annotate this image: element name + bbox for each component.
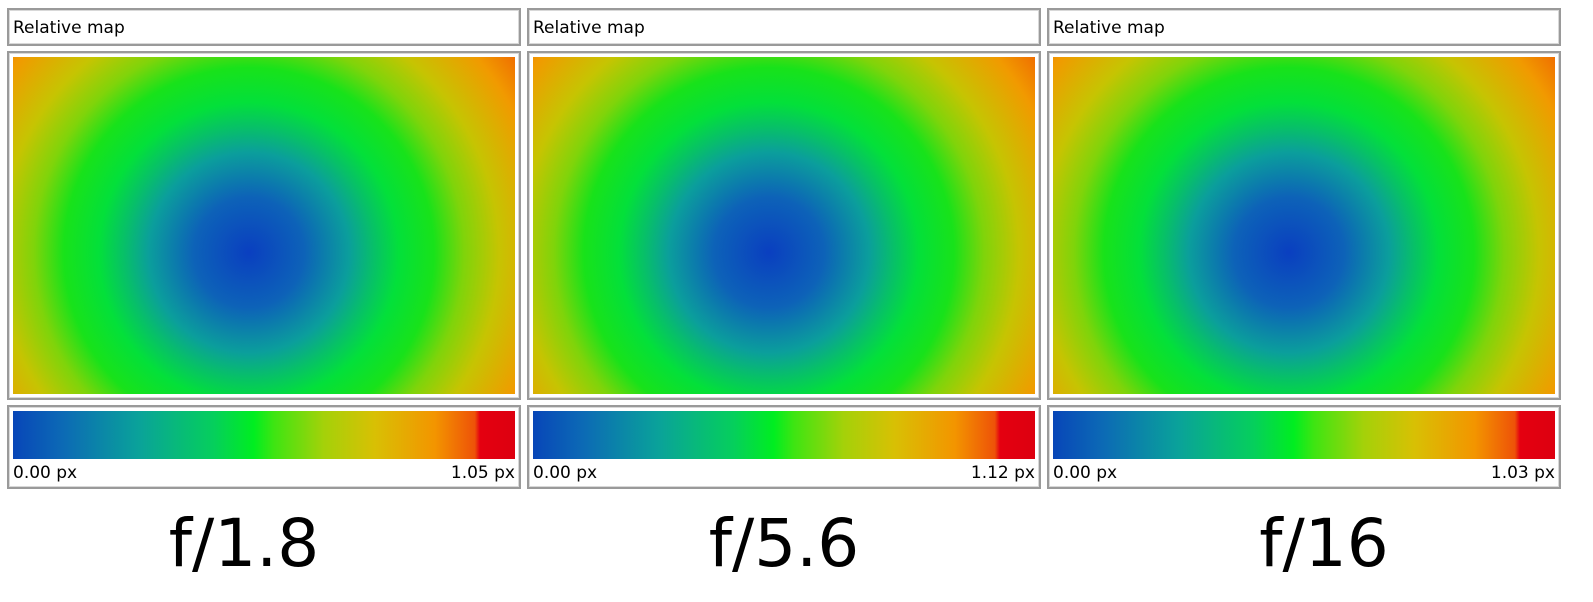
panel-f5-6: Relative map 0.00 px 1.12 px f/5.6 [527, 8, 1041, 600]
scale-max-label: 1.05 px [450, 463, 515, 483]
color-scale-frame: 0.00 px 1.12 px [527, 405, 1041, 489]
panel-f16: Relative map 0.00 px 1.03 px f/16 [1047, 8, 1561, 600]
scale-max-label: 1.12 px [970, 463, 1035, 483]
color-scale-bar [533, 411, 1035, 459]
scale-min-label: 0.00 px [13, 463, 78, 483]
panel-title: Relative map [13, 18, 125, 38]
panel-title: Relative map [533, 18, 645, 38]
relative-heatmap [1053, 57, 1555, 394]
scale-min-label: 0.00 px [1053, 463, 1118, 483]
heatmap-frame [1047, 51, 1561, 400]
color-scale-bar [13, 411, 515, 459]
scale-max-label: 1.03 px [1490, 463, 1555, 483]
aperture-caption: f/16 [1259, 505, 1389, 582]
color-scale-bar [1053, 411, 1555, 459]
heatmap-frame [7, 51, 521, 400]
color-scale-frame: 0.00 px 1.03 px [1047, 405, 1561, 489]
relative-heatmap [13, 57, 515, 394]
heatmap-frame [527, 51, 1041, 400]
scale-min-label: 0.00 px [533, 463, 598, 483]
panel-title-box: Relative map [7, 8, 521, 46]
panel-title: Relative map [1053, 18, 1165, 38]
relative-heatmap [533, 57, 1035, 394]
color-scale-frame: 0.00 px 1.05 px [7, 405, 521, 489]
aperture-caption: f/1.8 [168, 505, 320, 582]
panel-title-box: Relative map [527, 8, 1041, 46]
panel-title-box: Relative map [1047, 8, 1561, 46]
aperture-caption: f/5.6 [708, 505, 860, 582]
panel-f1-8: Relative map 0.00 px 1.05 px f/1.8 [7, 8, 521, 600]
